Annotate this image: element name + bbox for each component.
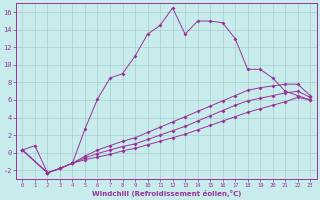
X-axis label: Windchill (Refroidissement éolien,°C): Windchill (Refroidissement éolien,°C) (92, 190, 241, 197)
